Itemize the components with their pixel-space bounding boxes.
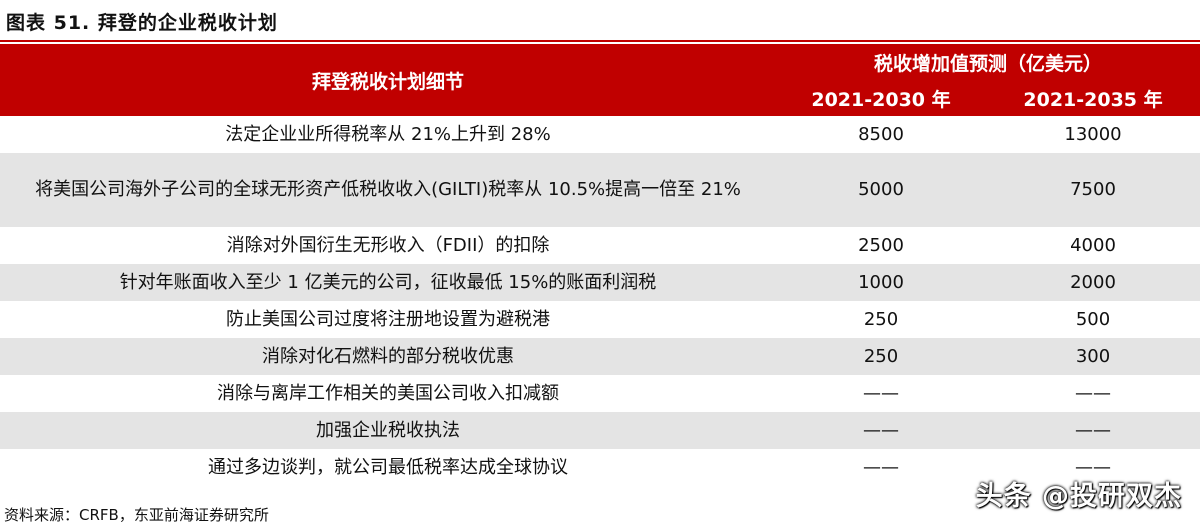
row-value-2030: 5000	[776, 153, 986, 227]
header-period-2030: 2021-2030 年	[776, 80, 986, 116]
row-value-2035: 7500	[986, 153, 1200, 227]
table-row: 通过多边谈判，就公司最低税率达成全球协议 —— ——	[0, 449, 1200, 486]
table-row: 防止美国公司过度将注册地设置为避税港 250 500	[0, 301, 1200, 338]
row-value-2030: ——	[863, 382, 899, 404]
tax-plan-table: 拜登税收计划细节 税收增加值预测（亿美元） 2021-2030 年 2021-2…	[0, 44, 1200, 486]
row-value-2035: ——	[986, 412, 1200, 449]
row-description: 将美国公司海外子公司的全球无形资产低税收收入(GILTI)税率从 10.5%提高…	[0, 153, 776, 227]
row-description: 消除对外国衍生无形收入（FDII）的扣除	[226, 234, 550, 256]
row-value-2035: 13000	[1064, 123, 1122, 145]
table-row: 消除对外国衍生无形收入（FDII）的扣除 2500 4000	[0, 227, 1200, 264]
table-row: 加强企业税收执法 —— ——	[0, 412, 1200, 449]
row-value-2030: 1000	[776, 264, 986, 301]
table-row: 消除对化石燃料的部分税收优惠 250 300	[0, 338, 1200, 375]
row-value-2030: 250	[863, 308, 899, 330]
row-value-2035: 300	[986, 338, 1200, 375]
row-value-2035: 500	[1075, 308, 1111, 330]
row-description: 消除与离岸工作相关的美国公司收入扣减额	[217, 382, 559, 404]
header-plan-details: 拜登税收计划细节	[0, 44, 776, 116]
table-row: 针对年账面收入至少 1 亿美元的公司，征收最低 15%的账面利润税 1000 2…	[0, 264, 1200, 301]
row-description: 消除对化石燃料的部分税收优惠	[0, 338, 776, 375]
row-value-2035: 2000	[986, 264, 1200, 301]
row-value-2030: 8500	[858, 123, 904, 145]
row-value-2030: 2500	[858, 234, 904, 256]
row-value-2030: 250	[776, 338, 986, 375]
source-note: 资料来源：CRFB，东亚前海证券研究所	[4, 506, 269, 524]
row-value-2030: ——	[776, 412, 986, 449]
row-value-2030: ——	[863, 456, 899, 478]
row-value-2035: 4000	[1070, 234, 1116, 256]
row-value-2035: ——	[1075, 382, 1111, 404]
row-description: 加强企业税收执法	[0, 412, 776, 449]
row-description: 针对年账面收入至少 1 亿美元的公司，征收最低 15%的账面利润税	[0, 264, 776, 301]
row-value-2035: ——	[1075, 456, 1111, 478]
page-title: 图表 51. 拜登的企业税收计划	[6, 12, 278, 34]
header-revenue-forecast: 税收增加值预测（亿美元）	[776, 44, 1200, 80]
table-row: 将美国公司海外子公司的全球无形资产低税收收入(GILTI)税率从 10.5%提高…	[0, 153, 1200, 227]
row-description: 法定企业业所得税率从 21%上升到 28%	[225, 123, 551, 145]
table-row: 消除与离岸工作相关的美国公司收入扣减额 —— ——	[0, 375, 1200, 412]
watermark: 头条 @投研双杰	[975, 481, 1182, 512]
title-bar: 图表 51. 拜登的企业税收计划	[0, 0, 1200, 42]
header-period-2035: 2021-2035 年	[986, 80, 1200, 116]
table-row: 法定企业业所得税率从 21%上升到 28% 8500 13000	[0, 116, 1200, 153]
row-description: 通过多边谈判，就公司最低税率达成全球协议	[208, 456, 568, 478]
row-description: 防止美国公司过度将注册地设置为避税港	[226, 308, 550, 330]
